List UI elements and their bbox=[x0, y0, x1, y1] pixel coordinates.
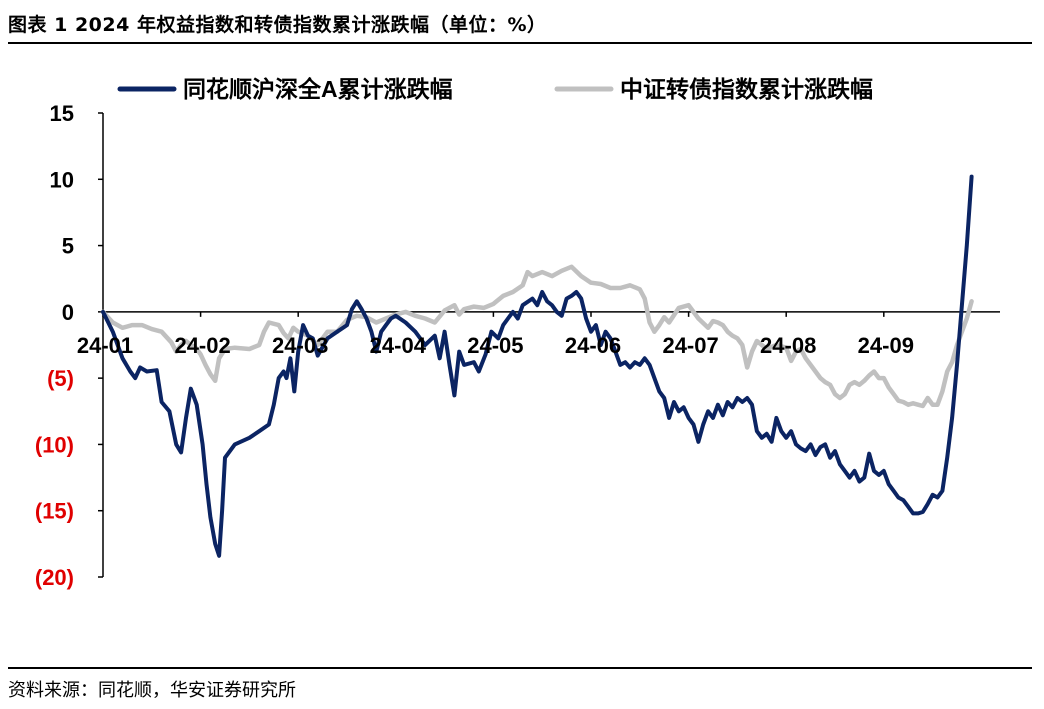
chart-area: 同花顺沪深全A累计涨跌幅 中证转债指数累计涨跌幅 15 10 5 0 (5) (10) (15… bbox=[0, 50, 1044, 610]
x-tick-label: 24-05 bbox=[467, 333, 523, 358]
y-tick-label: 10 bbox=[50, 167, 74, 192]
series-line-bond bbox=[100, 264, 974, 409]
legend-label: 同花顺沪深全A累计涨跌幅 bbox=[183, 76, 453, 102]
chart-axes: 15 10 5 0 (5) (10) (15) (20) bbox=[35, 101, 1000, 590]
chart-legend: 同花顺沪深全A累计涨跌幅 中证转债指数累计涨跌幅 bbox=[117, 76, 873, 102]
x-tick-label: 24-09 bbox=[858, 333, 914, 358]
source-divider bbox=[8, 667, 1032, 669]
legend-item-equity: 同花顺沪深全A累计涨跌幅 bbox=[117, 76, 453, 102]
x-tick-label: 24-01 bbox=[77, 333, 133, 358]
x-tick-label: 24-07 bbox=[662, 333, 718, 358]
series-line-equity bbox=[101, 174, 974, 558]
x-tick-label: 24-02 bbox=[174, 333, 230, 358]
y-tick-label: (5) bbox=[47, 366, 74, 391]
figure-header: 图表 1 2024 年权益指数和转债指数累计涨跌幅（单位：%） bbox=[8, 4, 1032, 44]
chart-series bbox=[100, 174, 974, 558]
x-tick-label: 24-06 bbox=[565, 333, 621, 358]
y-tick-label: (10) bbox=[35, 432, 74, 457]
y-tick-label: 15 bbox=[50, 101, 74, 126]
title-divider bbox=[8, 42, 1032, 44]
x-tick-label: 24-03 bbox=[272, 333, 328, 358]
y-tick-label: (15) bbox=[35, 499, 74, 524]
y-tick-label: (20) bbox=[35, 565, 74, 590]
legend-item-bond: 中证转债指数累计涨跌幅 bbox=[554, 76, 873, 102]
figure-title: 图表 1 2024 年权益指数和转债指数累计涨跌幅（单位：%） bbox=[8, 14, 547, 36]
y-tick-label: 5 bbox=[62, 234, 74, 259]
x-tick-label: 24-08 bbox=[760, 333, 816, 358]
line-chart: 同花顺沪深全A累计涨跌幅 中证转债指数累计涨跌幅 15 10 5 0 (5) (10) (15… bbox=[35, 76, 1000, 590]
x-tick-labels: 24-01 24-02 24-03 24-04 24-05 24-06 24-07 24-08… bbox=[77, 333, 914, 358]
legend-label: 中证转债指数累计涨跌幅 bbox=[620, 76, 873, 102]
y-tick-label: 0 bbox=[62, 300, 74, 325]
source-note: 资料来源：同花顺，华安证券研究所 bbox=[8, 680, 296, 701]
x-tick-label: 24-04 bbox=[370, 333, 427, 358]
